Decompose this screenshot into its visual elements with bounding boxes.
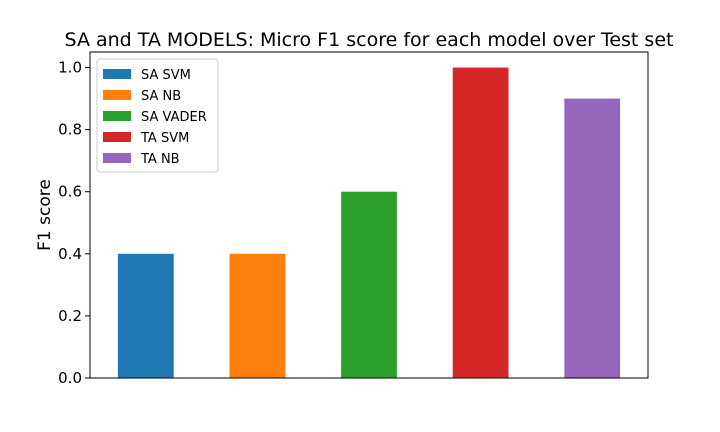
y-axis-label: F1 score xyxy=(35,179,55,251)
legend-swatch xyxy=(103,69,131,79)
y-tick-label: 0.4 xyxy=(58,245,82,263)
plot-frame xyxy=(89,51,649,379)
bar-ta-nb xyxy=(564,98,621,379)
legend-label: TA NB xyxy=(140,152,180,167)
legend-label: SA VADER xyxy=(141,110,207,125)
legend-label: TA SVM xyxy=(140,131,189,146)
legend-box xyxy=(96,58,219,173)
y-tick-label: 0.8 xyxy=(58,121,82,139)
y-tick-label: 0.2 xyxy=(58,307,82,325)
bar-sa-nb xyxy=(229,253,286,378)
y-tick-label: 0.0 xyxy=(58,369,82,387)
bar-sa-svm xyxy=(117,253,174,378)
legend-swatch xyxy=(103,132,131,142)
legend-swatch xyxy=(103,153,131,163)
bar-sa-vader xyxy=(341,191,397,378)
y-tick-label: 1.0 xyxy=(58,59,82,77)
legend-label: SA NB xyxy=(141,89,181,104)
chart-title: SA and TA MODELS: Micro F1 score for eac… xyxy=(65,29,674,51)
bars-group xyxy=(117,67,621,379)
y-tick-label: 0.6 xyxy=(58,183,82,201)
y-axis: 0.0 0.2 0.4 0.6 0.8 1.0 xyxy=(58,59,90,387)
legend: SA SVM SA NB SA VADER TA SVM TA NB xyxy=(96,58,219,173)
legend-swatch xyxy=(103,111,131,121)
bar-ta-svm xyxy=(452,67,509,379)
legend-swatch xyxy=(103,90,131,100)
legend-label: SA SVM xyxy=(141,68,191,83)
